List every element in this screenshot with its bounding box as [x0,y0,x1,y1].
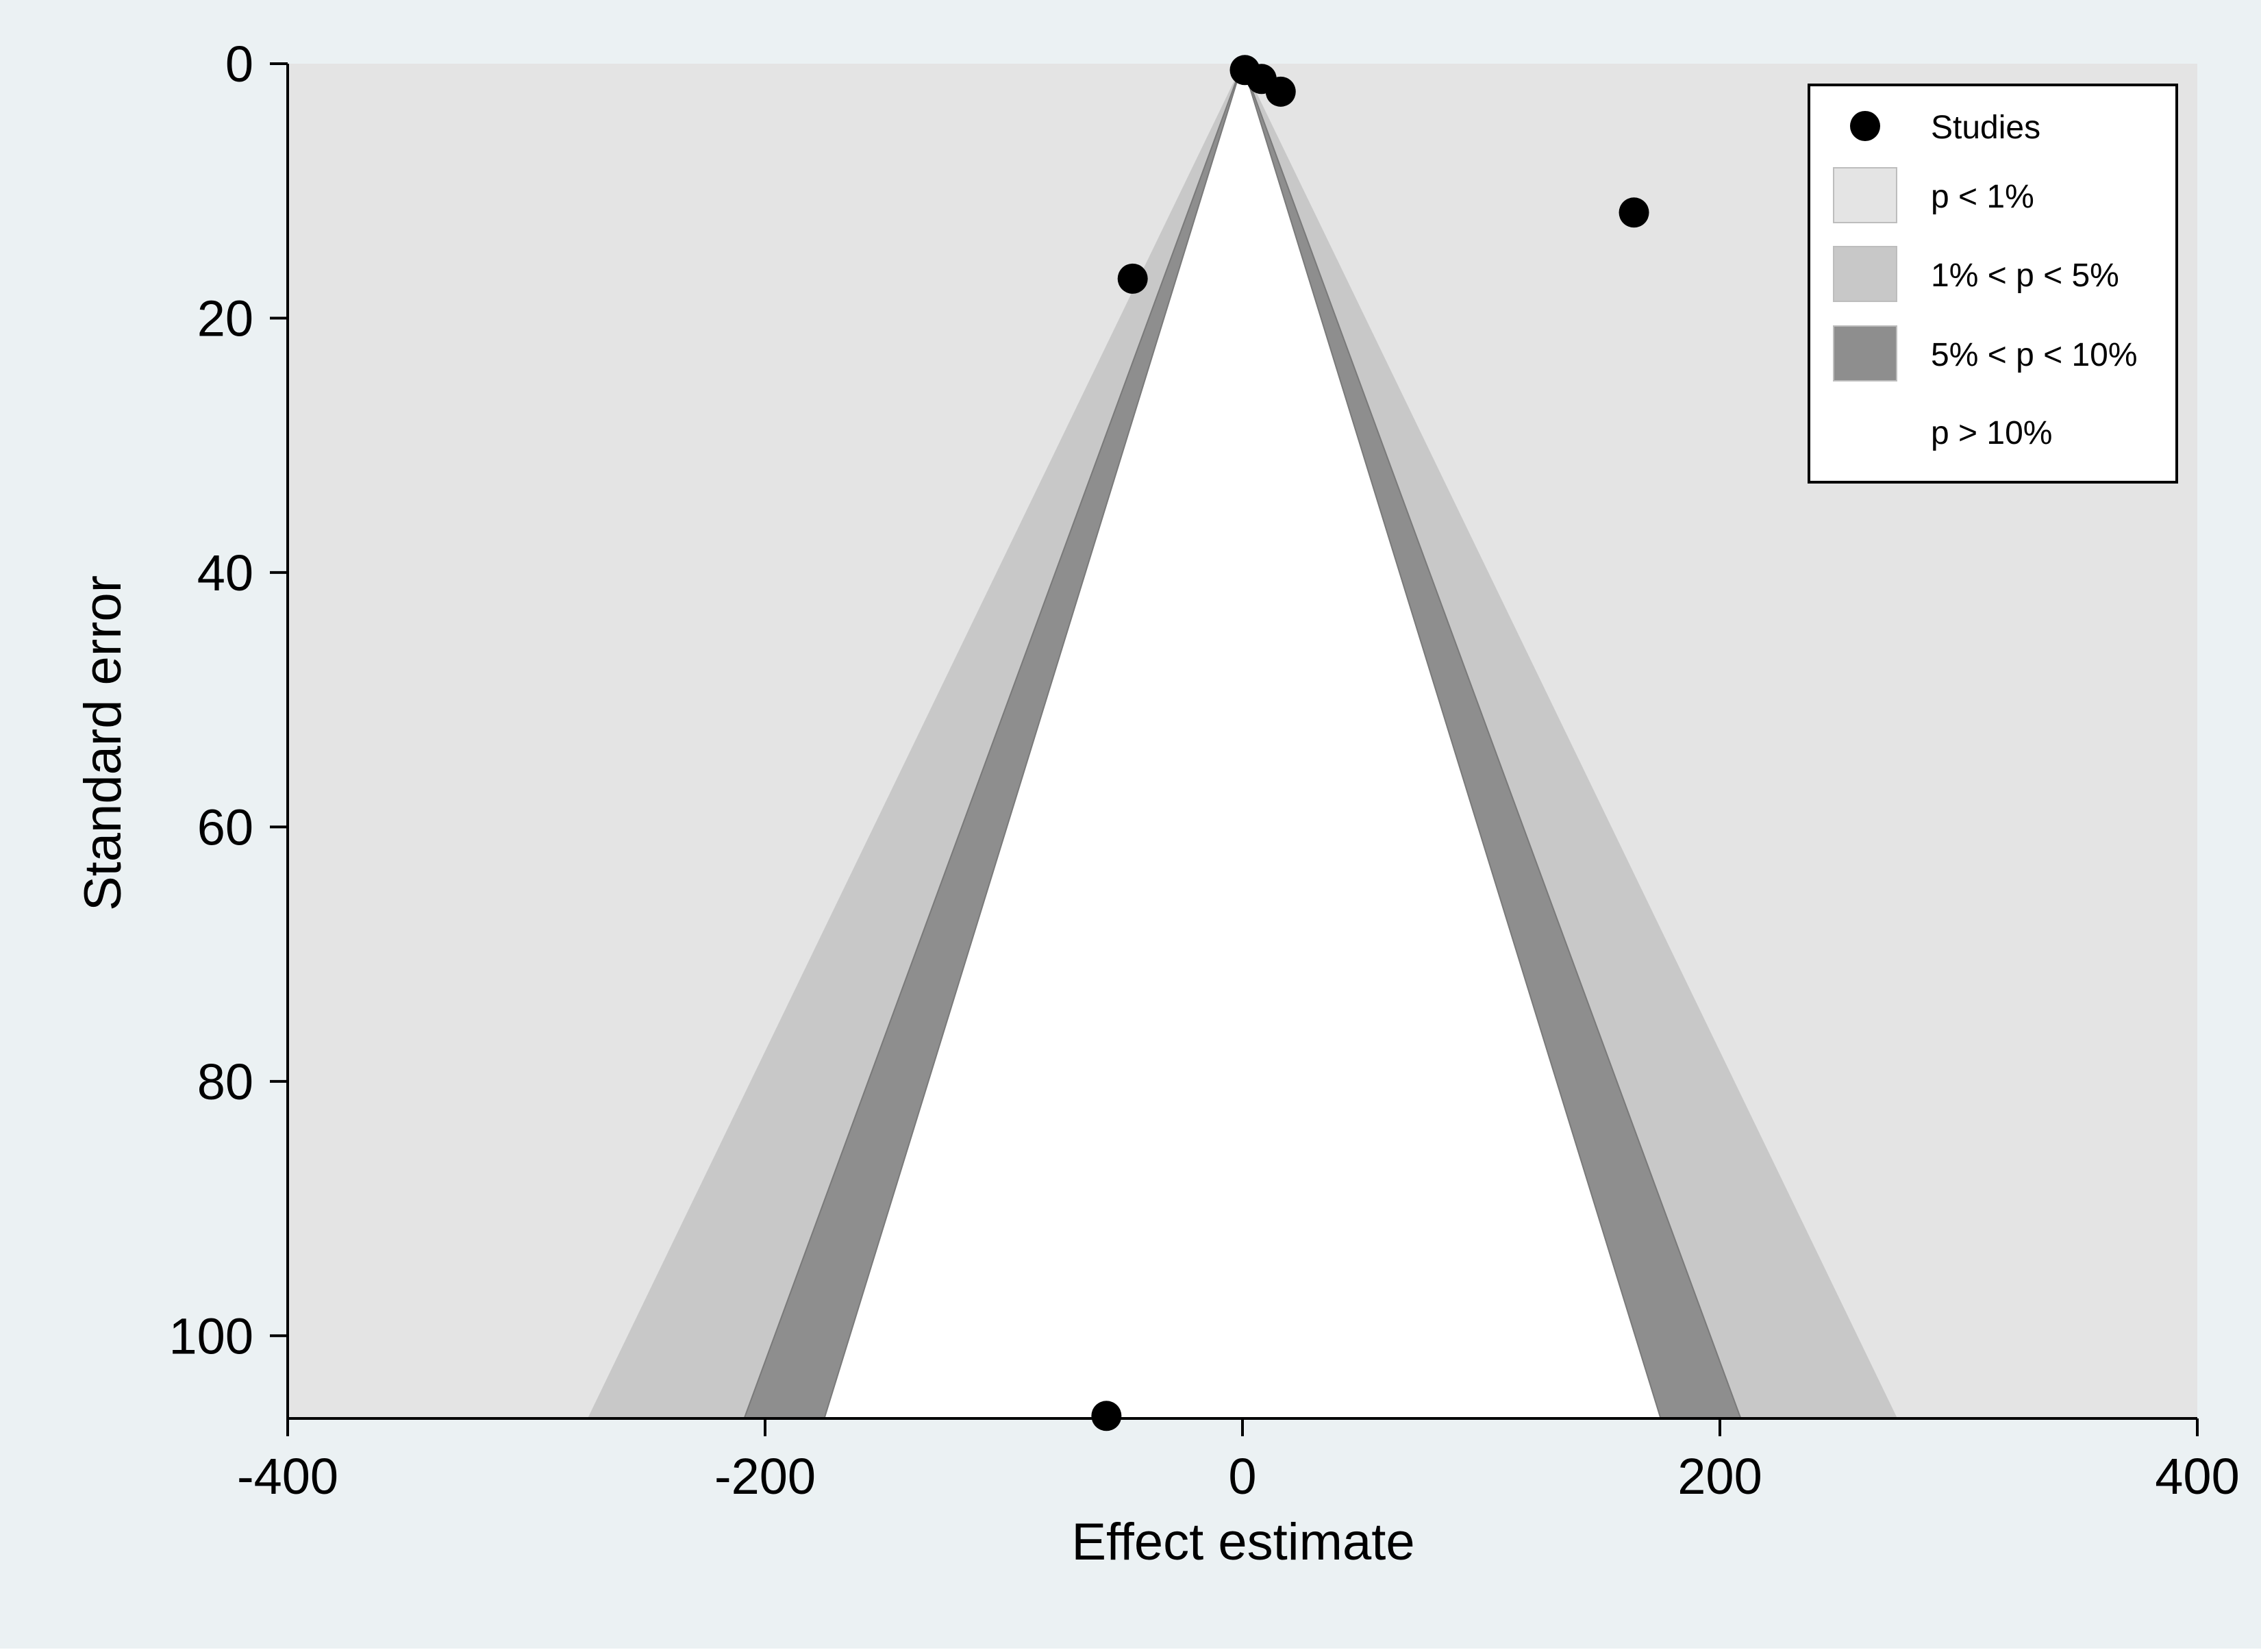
legend-swatch [1833,246,1897,302]
study-point [1619,197,1649,228]
study-points [1091,55,1649,1431]
x-tick-label: -200 [714,1448,816,1505]
x-axis-title: Effect estimate [1071,1513,1414,1571]
legend-marker [1850,111,1880,141]
axes: -400 -200 0 200 400 0 20 40 60 80 100 [169,36,2240,1505]
x-tick-label: 0 [1228,1448,1256,1505]
x-tick-label: 200 [1677,1448,1762,1505]
study-point [1091,1401,1122,1431]
legend-label: 1% < p < 5% [1931,258,2119,294]
x-tick-label: -400 [237,1448,338,1505]
legend-label: p < 1% [1931,179,2034,215]
y-tick-label: 80 [197,1053,253,1110]
legend-swatch [1833,167,1897,223]
y-tick-label: 60 [197,799,253,855]
y-tick-label: 40 [197,545,253,601]
y-tick-label: 100 [169,1307,253,1364]
legend-label: p > 10% [1931,415,2052,451]
y-tick-label: 20 [197,290,253,347]
legend-label: Studies [1931,110,2040,146]
study-point [1117,263,1148,294]
legend-swatch [1833,325,1897,381]
y-axis-title: Standard error [74,575,132,911]
x-tick-label: 400 [2155,1448,2239,1505]
legend: Studies p < 1% 1% < p < 5% 5% < p < 10% p > … [1808,84,2178,484]
legend-box [1808,84,2178,484]
study-point [1265,76,1296,107]
legend-label: 5% < p < 10% [1931,337,2138,373]
y-tick-label: 0 [225,36,253,92]
